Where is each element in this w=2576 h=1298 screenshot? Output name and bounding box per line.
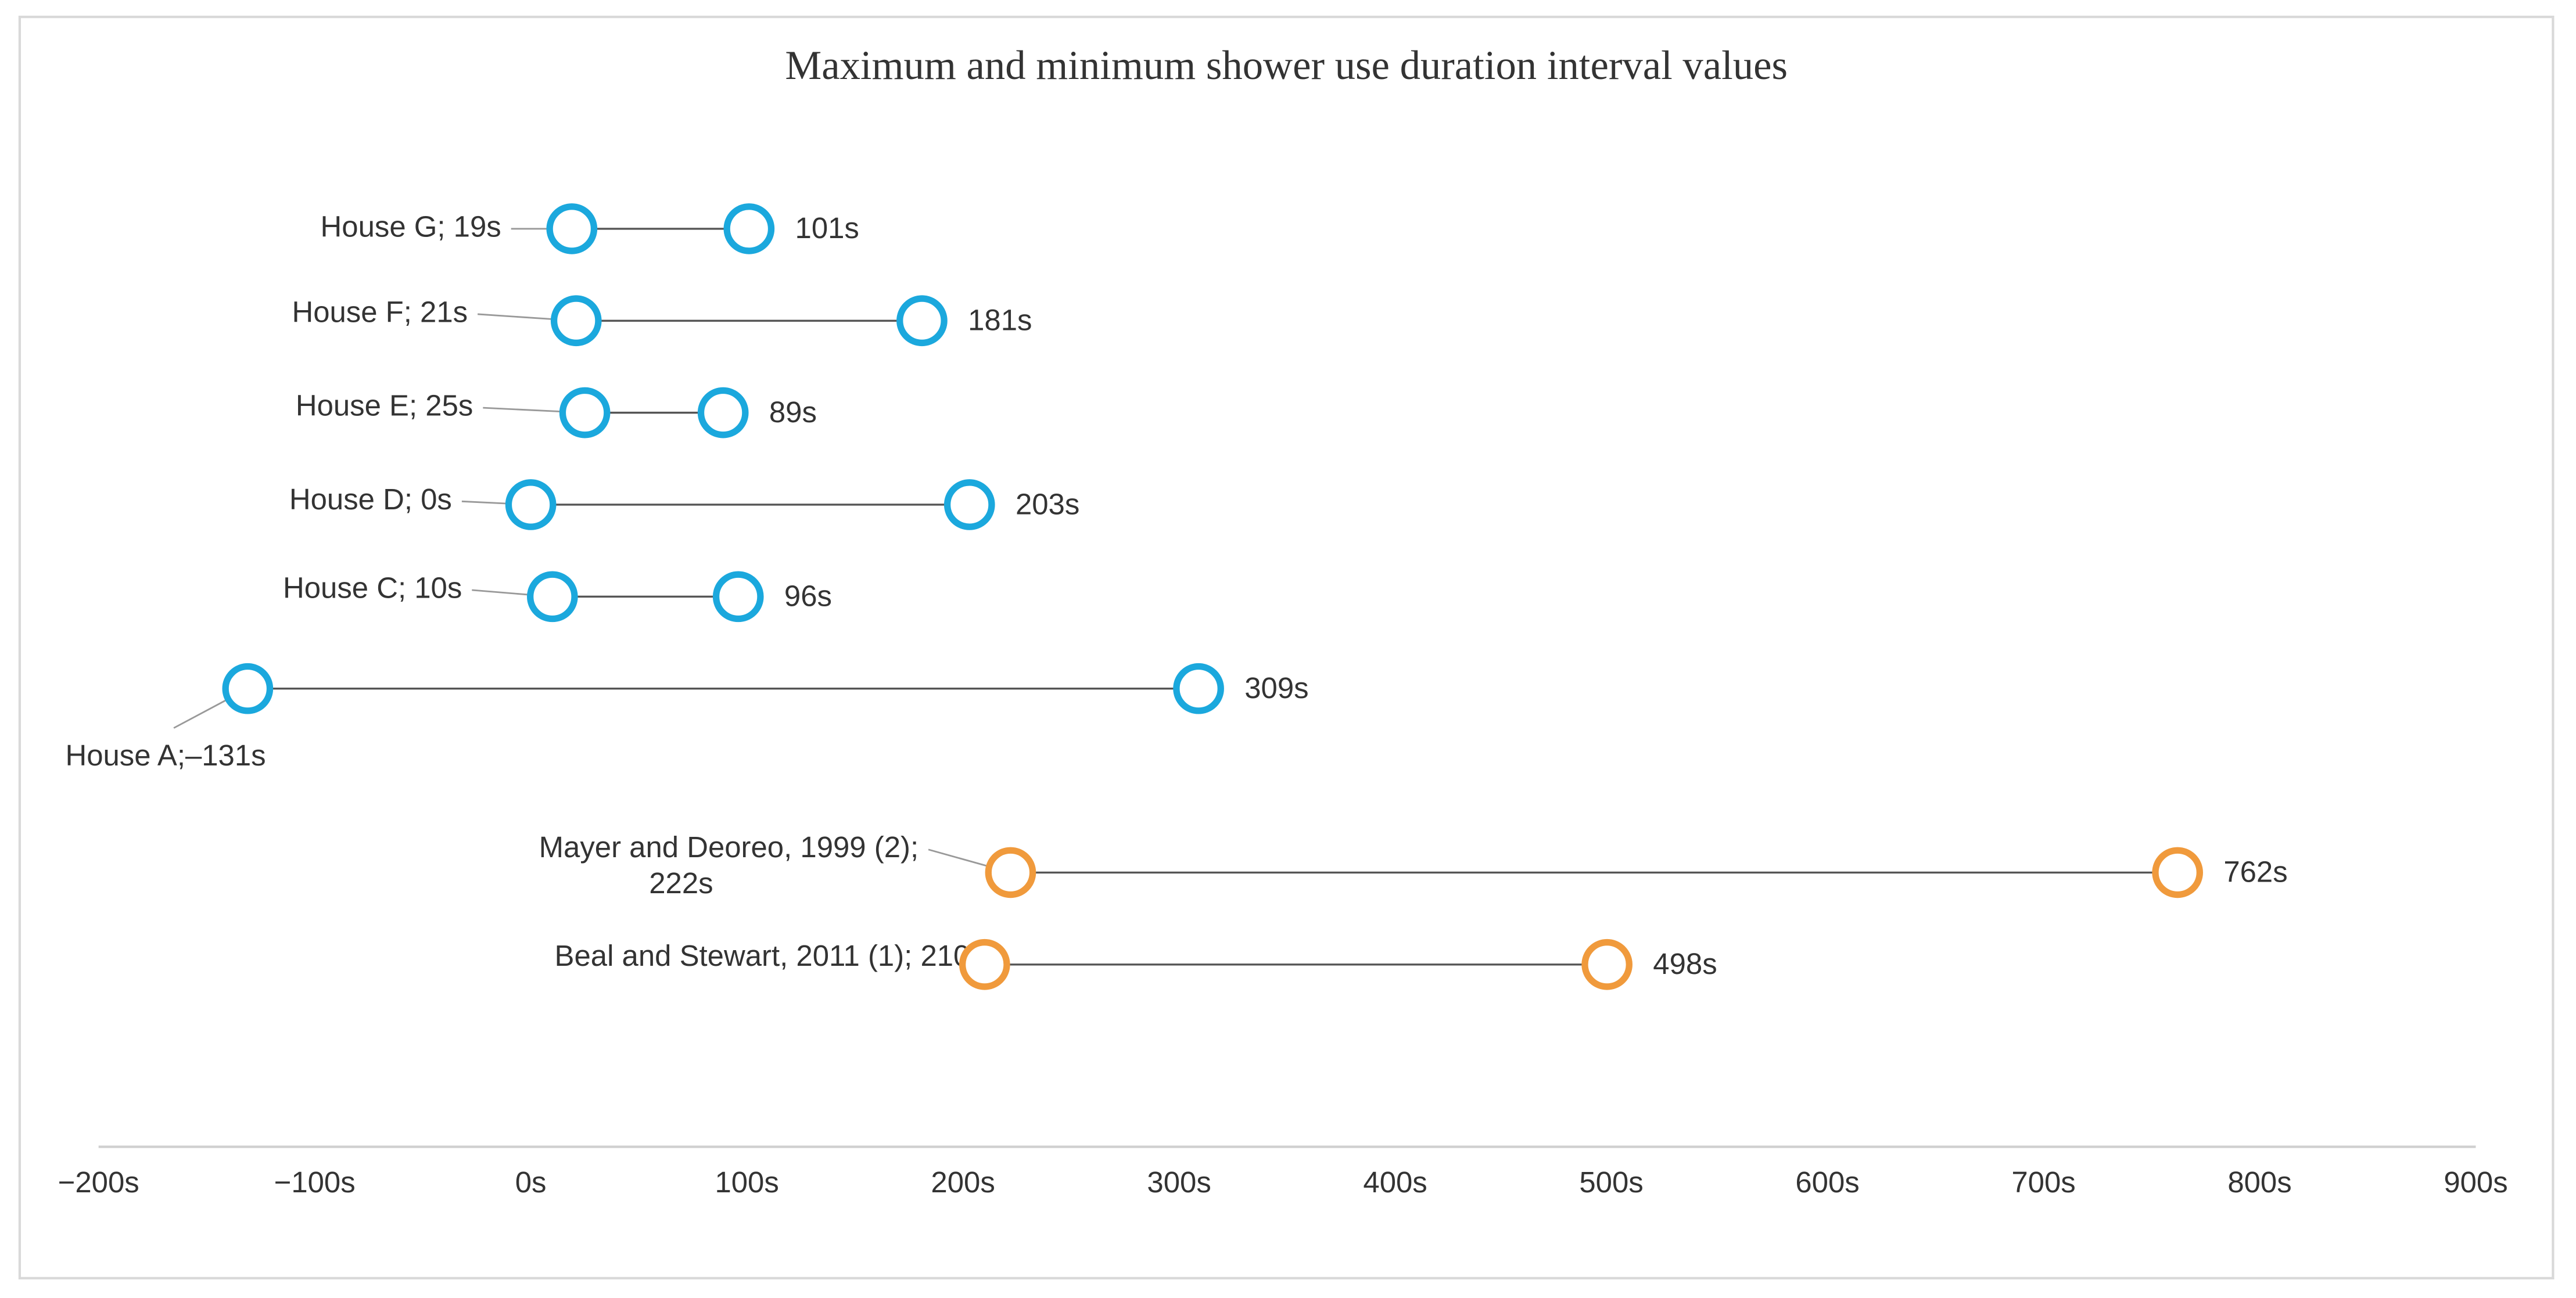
min-label: House F; 21s [292, 295, 468, 328]
min-point [985, 847, 1036, 898]
chart-title: Maximum and minimum shower use duration … [785, 43, 1788, 88]
x-tick-label: 0s [515, 1166, 547, 1199]
min-label: Beal and Stewart, 2011 (1); 210s [555, 939, 985, 972]
min-point [505, 479, 557, 530]
max-point [943, 479, 995, 530]
min-label: House C; 10s [283, 571, 462, 604]
max-label: 96s [784, 580, 832, 613]
max-label: 762s [2223, 855, 2287, 889]
x-tick-label: 300s [1147, 1166, 1211, 1199]
max-point [896, 295, 948, 347]
x-tick-label: 100s [715, 1166, 778, 1199]
x-tick-label: 600s [1795, 1166, 1859, 1199]
max-point [697, 387, 749, 438]
max-label: 89s [769, 395, 817, 429]
min-point [527, 571, 578, 623]
min-point [546, 203, 598, 254]
max-label: 498s [1653, 947, 1717, 980]
min-label: Mayer and Deoreo, 1999 (2); 222s [539, 830, 919, 900]
x-tick-label: 900s [2444, 1166, 2507, 1199]
max-point [2152, 847, 2203, 898]
max-point [1173, 663, 1224, 714]
max-label: 181s [968, 304, 1032, 337]
x-tick-label: 800s [2227, 1166, 2291, 1199]
min-point [550, 295, 602, 347]
x-tick-label: −200s [58, 1166, 139, 1199]
min-label: House D; 0s [289, 483, 452, 516]
max-point [723, 203, 775, 254]
chart-frame [18, 16, 2555, 1279]
max-label: 101s [795, 211, 859, 245]
x-tick-label: 400s [1363, 1166, 1427, 1199]
x-tick-label: 200s [931, 1166, 995, 1199]
max-point [712, 571, 764, 623]
min-label: House A;‒131s [65, 739, 266, 772]
x-tick-label: 700s [2011, 1166, 2075, 1199]
min-point [959, 939, 1010, 990]
max-label: 309s [1244, 671, 1308, 704]
min-point [222, 663, 274, 714]
x-tick-label: −100s [274, 1166, 356, 1199]
max-point [1581, 939, 1633, 990]
min-label: House E; 25s [296, 389, 473, 422]
min-point [559, 387, 611, 438]
max-label: 203s [1016, 487, 1079, 520]
min-label: House G; 19s [321, 210, 501, 243]
x-tick-label: 500s [1579, 1166, 1643, 1199]
